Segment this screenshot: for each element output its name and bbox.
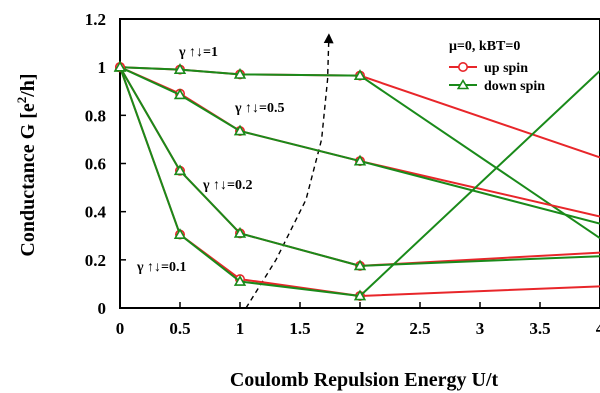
x-axis-title: Coulomb Repulsion Energy U/t: [230, 369, 499, 391]
series-group: [113, 60, 600, 301]
series-down-spin-gamma-0-1: [113, 60, 600, 301]
point-down-spin-gamma-0-1-u-2: [353, 289, 367, 301]
legend-marker-down-spin: [456, 78, 470, 90]
annotation-gamma-0-2: γ ↑↓=0.2: [202, 178, 253, 193]
point-down-spin-gamma-0-1-u-0: [113, 60, 127, 72]
point-down-spin-gamma-0-5-u-0-5: [173, 88, 187, 100]
point-down-spin-gamma-0-5-u-2: [353, 154, 367, 166]
trend-arrow-path: [245, 33, 334, 309]
point-down-spin-gamma-0-2-u-2: [353, 259, 367, 271]
annotation-gamma-0-1: γ ↑↓=0.1: [136, 260, 187, 275]
x-tick-label-0-5: 0.5: [169, 319, 190, 338]
annotation-gamma-0-5: γ ↑↓=0.5: [234, 101, 285, 116]
x-tick-label-1: 1: [236, 319, 245, 338]
trend-arrow: [245, 33, 334, 309]
point-down-spin-gamma-1-u-0-5: [173, 63, 187, 74]
y-tick-label-0-6: 0.6: [85, 155, 106, 174]
x-tick-label-3: 3: [476, 319, 485, 338]
annotation-gamma-1: γ ↑↓=1: [178, 45, 218, 60]
y-axis-ticks: 0 0.2 0.4 0.6 0.8 1 1.2: [85, 10, 126, 318]
y-tick-label-0-2: 0.2: [85, 251, 106, 270]
y-axis-title: Conductance G [e2/h]: [14, 73, 39, 256]
y-tick-label-1-2: 1.2: [85, 10, 106, 29]
legend: μ=0, kBT=0 up spin down spin: [449, 39, 545, 94]
x-axis-ticks: 0 0.5 1 1.5 2 2.5 3 3.5 4: [116, 302, 600, 338]
point-down-spin-gamma-0-5-u-1: [233, 124, 247, 136]
point-down-spin-gamma-1-u-1: [233, 67, 247, 79]
x-tick-label-3-5: 3.5: [529, 319, 550, 338]
point-down-spin-gamma-0-2-u-0-5: [173, 164, 187, 176]
y-tick-label-0-8: 0.8: [85, 106, 106, 125]
point-down-spin-gamma-0-2-u-1: [233, 226, 247, 238]
point-down-spin-gamma-0-1-u-0-5: [173, 228, 187, 239]
x-tick-label-1-5: 1.5: [289, 319, 310, 338]
x-tick-label-4: 4: [596, 319, 600, 338]
legend-title: μ=0, kBT=0: [449, 39, 520, 54]
y-tick-label-0: 0: [98, 299, 107, 318]
legend-marker-up-spin: [457, 61, 468, 72]
legend-label-down-spin: down spin: [484, 79, 545, 94]
legend-label-up-spin: up spin: [484, 61, 528, 76]
x-tick-label-2: 2: [356, 319, 365, 338]
point-down-spin-gamma-0-1-u-1: [233, 275, 247, 286]
y-tick-label-1: 1: [98, 58, 107, 77]
x-tick-label-0: 0: [116, 319, 125, 338]
x-tick-label-2-5: 2.5: [409, 319, 430, 338]
y-tick-label-0-4: 0.4: [85, 203, 107, 222]
point-down-spin-gamma-1-u-2: [353, 69, 367, 80]
